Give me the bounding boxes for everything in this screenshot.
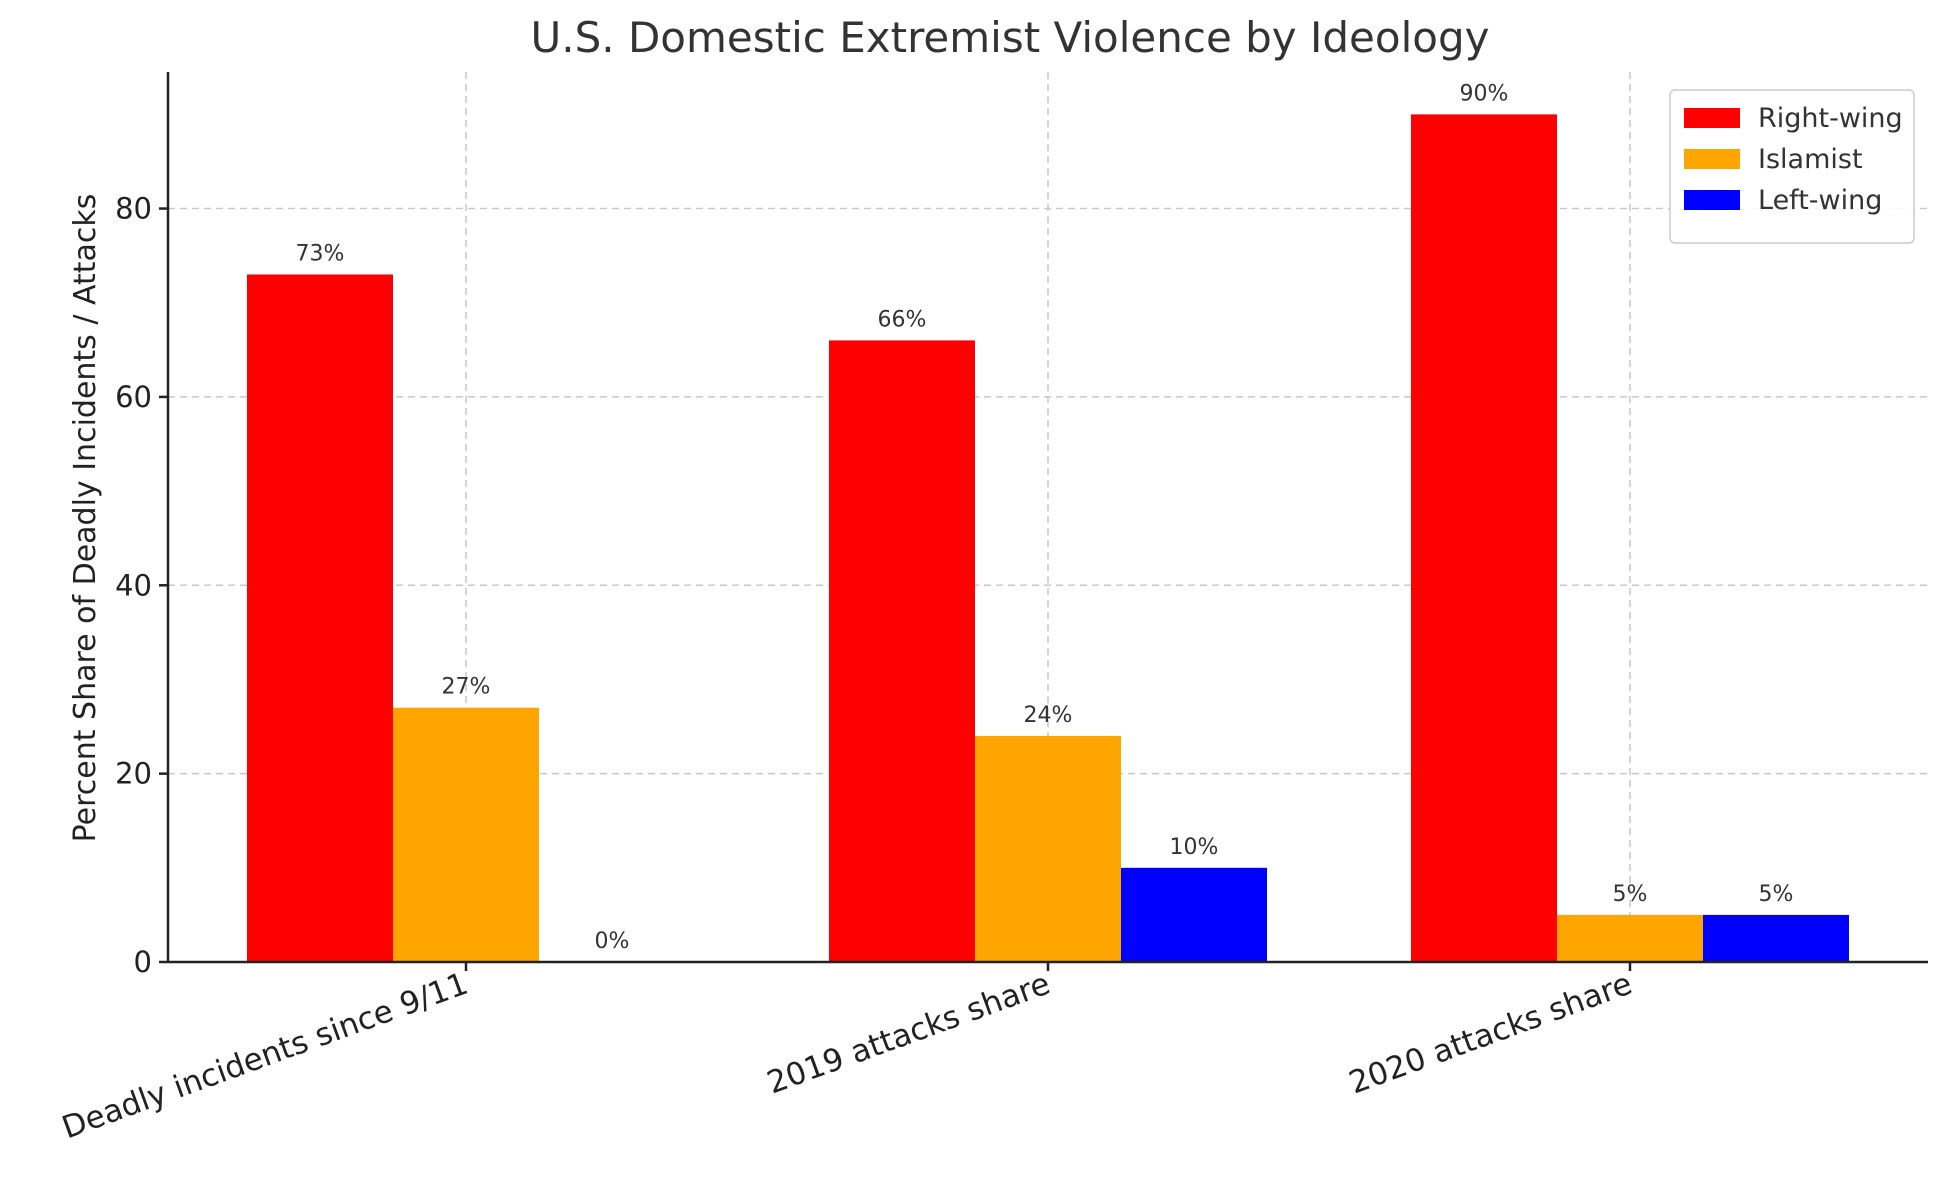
legend-label-2: Left-wing: [1758, 185, 1882, 216]
data-label-2-0: 0%: [595, 929, 630, 954]
x-axis-ticks: Deadly incidents since 9/11 2019 attacks …: [57, 962, 1637, 1147]
y-tick-label-80: 80: [115, 192, 152, 226]
y-tick-label-20: 20: [115, 757, 152, 791]
y-tick-label-60: 60: [115, 380, 152, 414]
y-tick-label-0: 0: [134, 945, 152, 979]
legend-label-0: Right-wing: [1758, 103, 1903, 134]
data-label-0-1: 66%: [878, 307, 927, 332]
bar-right-wing-2: [1411, 114, 1557, 962]
legend: Right-wing Islamist Left-wing: [1669, 89, 1915, 244]
y-axis-ticks: 0 20 40 60 80: [115, 192, 168, 979]
legend-swatch-0: [1684, 108, 1740, 128]
data-label-1-0: 27%: [442, 675, 491, 700]
data-label-1-2: 5%: [1613, 882, 1648, 907]
data-label-2-1: 10%: [1170, 835, 1219, 860]
legend-swatch-1: [1684, 149, 1740, 169]
legend-swatch-2: [1684, 190, 1740, 210]
x-tick-label-2: 2020 attacks share: [1344, 966, 1636, 1102]
chart-title: U.S. Domestic Extremist Violence by Ideo…: [531, 13, 1490, 62]
bar-right-wing-1: [829, 340, 975, 962]
grid-lines: [168, 72, 1928, 962]
bar-islamist-0: [393, 707, 539, 962]
data-label-0-2: 90%: [1460, 81, 1509, 106]
y-axis-label: Percent Share of Deadly Incidents / Atta…: [68, 194, 103, 843]
legend-label-1: Islamist: [1758, 144, 1863, 175]
data-labels: 73% 66% 90% 27% 24% 5% 0% 10% 5%: [296, 81, 1794, 954]
data-label-0-0: 73%: [296, 241, 345, 266]
x-tick-label-1: 2019 attacks share: [762, 966, 1054, 1102]
data-label-2-2: 5%: [1759, 882, 1794, 907]
bar-islamist-1: [975, 735, 1121, 962]
bar-islamist-2: [1557, 914, 1703, 962]
y-tick-label-40: 40: [115, 568, 152, 602]
bar-left-wing-2: [1703, 914, 1849, 962]
data-label-1-1: 24%: [1024, 703, 1073, 728]
x-tick-label-0: Deadly incidents since 9/11: [57, 966, 472, 1147]
bar-left-wing-1: [1121, 867, 1267, 962]
bars: [247, 114, 1849, 962]
bar-right-wing-0: [247, 274, 393, 962]
